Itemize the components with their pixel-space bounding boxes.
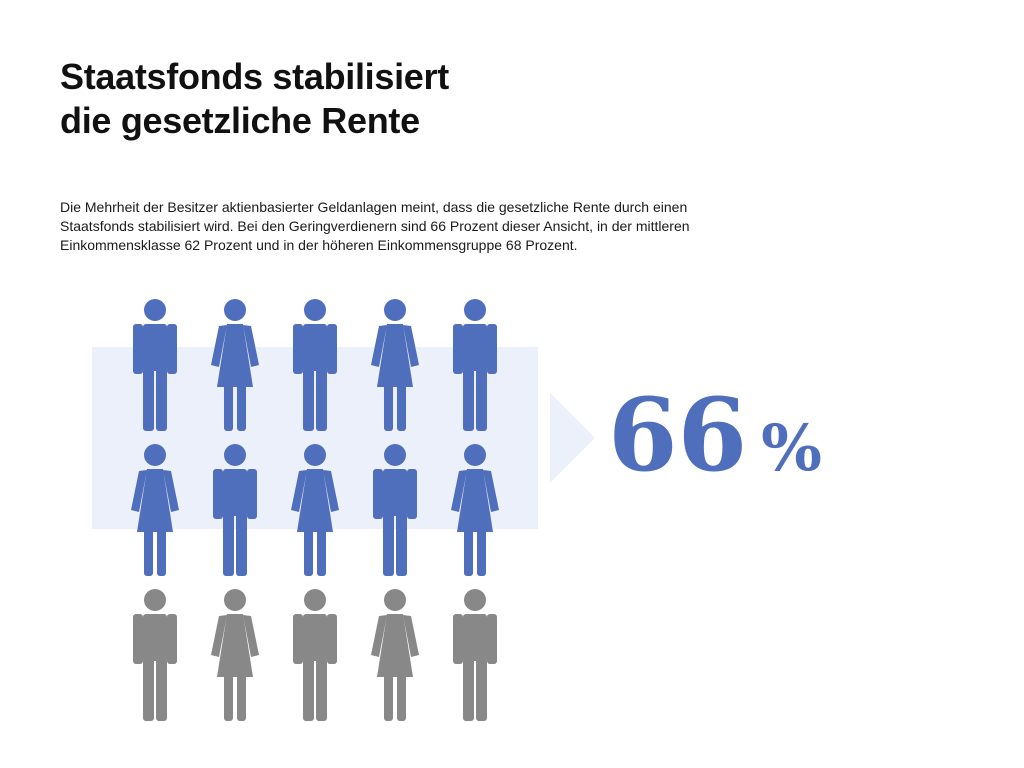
title-line-2: die gesetzliche Rente [60,100,420,141]
title-line-1: Staatsfonds stabilisiert [60,56,449,97]
page-title: Staatsfonds stabilisiert die gesetzliche… [60,55,760,143]
male-person-icon [130,589,180,721]
male-person-icon [290,299,340,431]
female-person-icon [210,589,260,721]
highlight-unit: % [761,411,822,486]
female-person-icon [370,589,420,721]
male-person-icon [450,299,500,431]
highlight-arrow [550,393,595,483]
male-person-icon [450,589,500,721]
description-line-1: Die Mehrheit der Besitzer aktienbasierte… [60,199,688,215]
female-person-icon [450,444,500,576]
highlight-value: 66% [608,375,908,509]
highlight-number: 66 [608,376,748,494]
description-text: Die Mehrheit der Besitzer aktienbasierte… [60,198,780,255]
male-person-icon [290,589,340,721]
male-person-icon [210,444,260,576]
female-person-icon [370,299,420,431]
description-line-2: Staatsfonds stabilisiert wird. Bei den G… [60,218,690,234]
description-line-3: Einkommensklasse 62 Prozent und in der h… [60,237,578,253]
male-person-icon [130,299,180,431]
female-person-icon [210,299,260,431]
male-person-icon [370,444,420,576]
female-person-icon [290,444,340,576]
female-person-icon [130,444,180,576]
